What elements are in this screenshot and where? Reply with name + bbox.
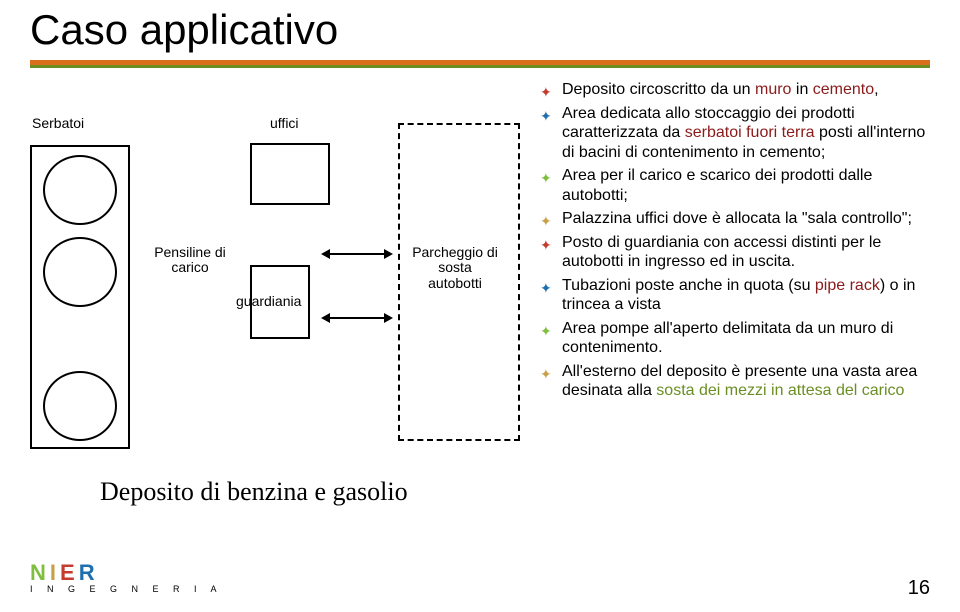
page-title: Caso applicativo: [30, 6, 338, 54]
logo-letter: E: [60, 560, 77, 586]
slide: Caso applicativo Serbatoi Pensiline di c…: [0, 0, 960, 612]
bullet-text: Posto di guardiania con accessi distinti…: [562, 234, 881, 271]
bullet-item: ✦ Posto di guardiania con accessi distint…: [540, 233, 935, 272]
bullet-text: Area pompe all'aperto delimitata da un m…: [562, 320, 893, 357]
uffici-label: uffici: [270, 115, 299, 131]
serbatoi-label: Serbatoi: [32, 115, 84, 131]
burst-icon: ✦: [540, 84, 552, 101]
burst-icon: ✦: [540, 108, 552, 125]
bullet-item: ✦ Area dedicata allo stoccaggio dei prodo…: [540, 104, 935, 163]
logo-letters: NIER: [30, 560, 223, 586]
guardiania-label: guardiania: [236, 293, 301, 309]
bullet-text: Area per il carico e scarico dei prodott…: [562, 167, 872, 204]
logo-letter: N: [30, 560, 48, 586]
tank-circle: [43, 155, 117, 225]
burst-icon: ✦: [540, 280, 552, 297]
logo: NIER I N G E G N E R I A: [30, 560, 223, 594]
bullet-text: Palazzina uffici dove è allocata la "sal…: [562, 210, 912, 227]
bullet-text: Deposito circoscritto da un muro in ceme…: [562, 81, 879, 98]
bullet-list: ✦ Deposito circoscritto da un muro in cem…: [540, 80, 935, 405]
bullet-text: Area dedicata allo stoccaggio dei prodot…: [562, 105, 925, 161]
tank-circle: [43, 371, 117, 441]
bullet-text: All'esterno del deposito è presente una …: [562, 363, 917, 400]
burst-icon: ✦: [540, 237, 552, 254]
burst-icon: ✦: [540, 213, 552, 230]
arrow-double-2: [330, 317, 384, 319]
bullet-item: ✦ Area pompe all'aperto delimitata da un …: [540, 319, 935, 358]
burst-icon: ✦: [540, 366, 552, 383]
pensiline-label: Pensiline di carico: [150, 245, 230, 276]
bullet-item: ✦ Area per il carico e scarico dei prodot…: [540, 166, 935, 205]
diagram: Serbatoi Pensiline di carico uffici guar…: [30, 85, 528, 485]
serbatoi-box: [30, 145, 130, 449]
bullet-item: ✦ Tubazioni poste anche in quota (su pipe…: [540, 276, 935, 315]
logo-letter: I: [50, 560, 58, 586]
bullet-item: ✦ Palazzina uffici dove è allocata la "sa…: [540, 209, 935, 229]
burst-icon: ✦: [540, 170, 552, 187]
parcheggio-dashed-box: [398, 123, 520, 441]
tank-circle: [43, 237, 117, 307]
burst-icon: ✦: [540, 323, 552, 340]
bullet-item: ✦ Deposito circoscritto da un muro in cem…: [540, 80, 935, 100]
logo-letter: R: [79, 560, 97, 586]
diagram-caption: Deposito di benzina e gasolio: [100, 477, 408, 507]
logo-subtitle: I N G E G N E R I A: [30, 584, 223, 594]
bullet-item: ✦ All'esterno del deposito è presente una…: [540, 362, 935, 401]
bullet-text: Tubazioni poste anche in quota (su pipe …: [562, 277, 915, 314]
page-number: 16: [908, 577, 930, 600]
title-rule-green: [30, 65, 930, 68]
uffici-box: [250, 143, 330, 205]
arrow-double-1: [330, 253, 384, 255]
